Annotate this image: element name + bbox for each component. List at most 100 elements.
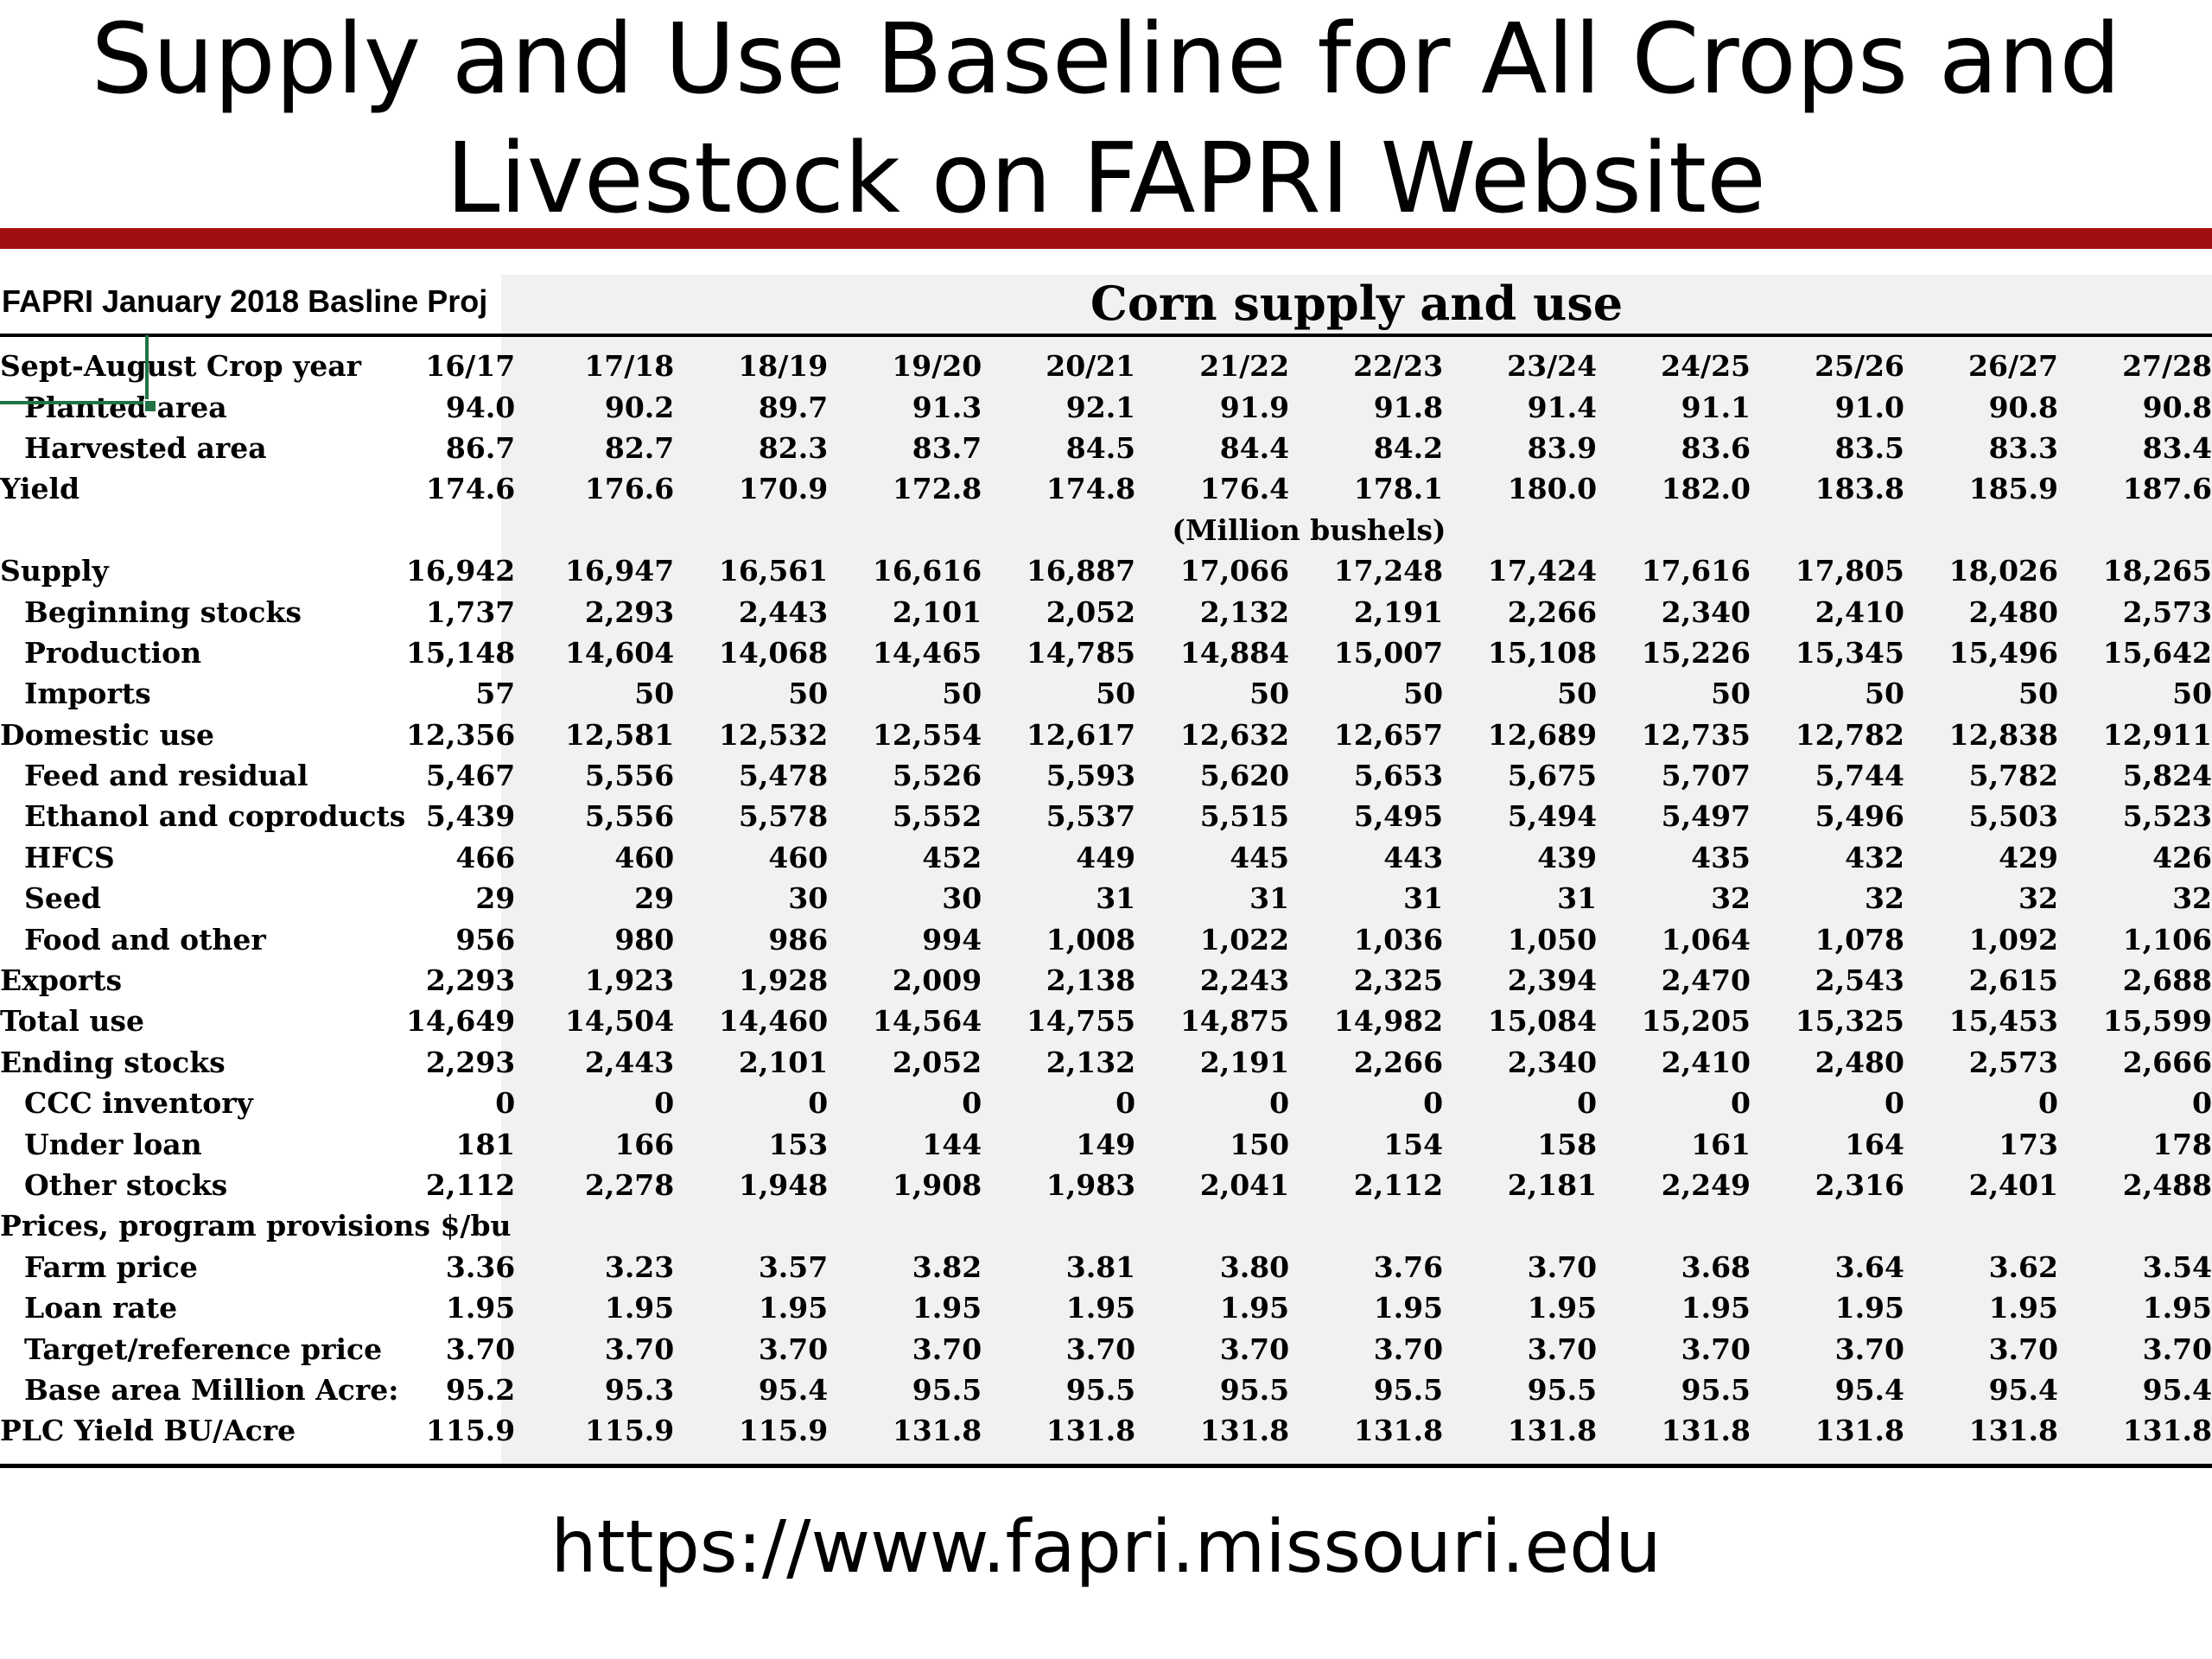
value-cell[interactable]: 15,453 xyxy=(1948,1004,2058,1039)
value-cell[interactable]: 1,078 xyxy=(1815,922,1904,957)
value-cell[interactable]: 32 xyxy=(2018,881,2058,916)
value-cell[interactable]: 3.70 xyxy=(1681,1332,1751,1366)
value-cell[interactable]: 2,410 xyxy=(1661,1045,1751,1079)
value-cell[interactable]: 2,132 xyxy=(1046,1045,1136,1079)
value-cell[interactable]: 0 xyxy=(2037,1086,2058,1121)
value-cell[interactable]: 131.8 xyxy=(1815,1414,1904,1448)
value-cell[interactable]: 16,616 xyxy=(872,554,982,588)
value-cell[interactable]: 2,191 xyxy=(1199,1045,1290,1079)
value-cell[interactable]: 95.2 xyxy=(445,1372,516,1407)
value-cell[interactable]: 3.70 xyxy=(1065,1332,1136,1366)
value-cell[interactable]: 0 xyxy=(1731,1086,1751,1121)
value-cell[interactable]: 32 xyxy=(1711,881,1751,916)
value-cell[interactable]: 158 xyxy=(1537,1127,1598,1161)
value-cell[interactable]: 182.0 xyxy=(1661,472,1751,506)
value-cell[interactable]: 2,138 xyxy=(1046,963,1136,998)
value-cell[interactable]: 2,573 xyxy=(1968,1045,2058,1079)
value-cell[interactable]: 3.68 xyxy=(1681,1249,1751,1284)
value-cell[interactable]: 5,515 xyxy=(1199,799,1290,834)
value-cell[interactable]: 1.95 xyxy=(1681,1291,1751,1325)
value-cell[interactable]: 84.4 xyxy=(1219,430,1290,465)
value-cell[interactable]: 2,340 xyxy=(1661,594,1751,629)
value-cell[interactable]: 115.9 xyxy=(584,1414,675,1448)
value-cell[interactable]: 3.70 xyxy=(1219,1332,1290,1366)
row-label[interactable]: Yield xyxy=(0,472,80,506)
value-cell[interactable]: 2,443 xyxy=(584,1045,675,1079)
value-cell[interactable]: 16,942 xyxy=(405,554,516,588)
value-cell[interactable]: 5,497 xyxy=(1661,799,1751,834)
value-cell[interactable]: 57 xyxy=(475,677,516,711)
value-cell[interactable]: 17,616 xyxy=(1641,554,1751,588)
value-cell[interactable]: 3.81 xyxy=(1065,1249,1136,1284)
value-cell[interactable]: 50 xyxy=(634,677,675,711)
value-cell[interactable]: 12,617 xyxy=(1026,717,1136,752)
value-cell[interactable]: 18,026 xyxy=(1948,554,2058,588)
value-cell[interactable]: 14,604 xyxy=(564,635,675,670)
value-cell[interactable]: 84.5 xyxy=(1065,430,1136,465)
value-cell[interactable]: 89.7 xyxy=(758,390,829,424)
value-cell[interactable]: 90.2 xyxy=(604,390,675,424)
value-cell[interactable]: 5,556 xyxy=(584,759,675,793)
value-cell[interactable]: 2,480 xyxy=(1815,1045,1904,1079)
value-cell[interactable]: 131.8 xyxy=(1661,1414,1751,1448)
value-cell[interactable]: 5,496 xyxy=(1815,799,1904,834)
crop-year-header[interactable]: Sept-August Crop year xyxy=(0,349,361,384)
value-cell[interactable]: 15,084 xyxy=(1487,1004,1598,1039)
value-cell[interactable]: 5,494 xyxy=(1507,799,1598,834)
value-cell[interactable]: 2,132 xyxy=(1199,594,1290,629)
value-cell[interactable]: 17,066 xyxy=(1179,554,1290,588)
value-cell[interactable]: 178 xyxy=(2152,1127,2212,1161)
value-cell[interactable]: 432 xyxy=(1845,840,1904,874)
value-cell[interactable]: 2,293 xyxy=(425,963,516,998)
value-cell[interactable]: 15,007 xyxy=(1333,635,1444,670)
value-cell[interactable]: 14,068 xyxy=(718,635,829,670)
row-label[interactable]: Domestic use xyxy=(0,717,215,752)
value-cell[interactable]: 2,191 xyxy=(1353,594,1444,629)
value-cell[interactable]: 980 xyxy=(614,922,675,957)
value-cell[interactable]: 1,092 xyxy=(1968,922,2058,957)
value-cell[interactable]: 83.4 xyxy=(2142,430,2212,465)
value-cell[interactable]: 5,495 xyxy=(1353,799,1444,834)
value-cell[interactable]: 1.95 xyxy=(2142,1291,2212,1325)
value-cell[interactable]: 460 xyxy=(768,840,829,874)
value-cell[interactable]: 50 xyxy=(942,677,982,711)
value-cell[interactable]: 2,052 xyxy=(1046,594,1136,629)
value-cell[interactable]: 50 xyxy=(1096,677,1136,711)
row-label[interactable]: Prices, program provisions $/bu xyxy=(0,1209,512,1243)
value-cell[interactable]: 82.7 xyxy=(604,430,675,465)
value-cell[interactable]: 2,278 xyxy=(584,1168,675,1202)
value-cell[interactable]: 83.6 xyxy=(1681,430,1751,465)
row-label[interactable]: Food and other xyxy=(24,922,266,957)
value-cell[interactable]: 460 xyxy=(614,840,675,874)
row-label[interactable]: PLC Yield BU/Acre xyxy=(0,1414,296,1448)
row-label[interactable]: Total use xyxy=(0,1004,144,1039)
value-cell[interactable]: 1.95 xyxy=(1373,1291,1444,1325)
value-cell[interactable]: 131.8 xyxy=(892,1414,982,1448)
value-cell[interactable]: 5,503 xyxy=(1968,799,2058,834)
value-cell[interactable]: 2,488 xyxy=(2122,1168,2212,1202)
value-cell[interactable]: 3.70 xyxy=(1527,1332,1598,1366)
value-cell[interactable]: 5,556 xyxy=(584,799,675,834)
value-cell[interactable]: 3.70 xyxy=(604,1332,675,1366)
value-cell[interactable]: 2,443 xyxy=(738,594,829,629)
value-cell[interactable]: 92.1 xyxy=(1065,390,1136,424)
value-cell[interactable]: 2,480 xyxy=(1968,594,2058,629)
value-cell[interactable]: 3.64 xyxy=(1834,1249,1904,1284)
value-cell[interactable]: 5,552 xyxy=(892,799,982,834)
row-label[interactable]: Ending stocks xyxy=(0,1045,226,1079)
value-cell[interactable]: 95.4 xyxy=(2142,1372,2212,1407)
value-cell[interactable]: 2,293 xyxy=(425,1045,516,1079)
value-cell[interactable]: 2,573 xyxy=(2122,594,2212,629)
value-cell[interactable]: 0 xyxy=(2192,1086,2212,1121)
value-cell[interactable]: 1,064 xyxy=(1661,922,1751,957)
value-cell[interactable]: 95.5 xyxy=(1373,1372,1444,1407)
value-cell[interactable]: 86.7 xyxy=(445,430,516,465)
value-cell[interactable]: 12,632 xyxy=(1179,717,1290,752)
row-label[interactable]: Supply xyxy=(0,554,109,588)
value-cell[interactable]: 12,356 xyxy=(405,717,516,752)
value-cell[interactable]: 2,181 xyxy=(1507,1168,1598,1202)
value-cell[interactable]: 1,983 xyxy=(1046,1168,1136,1202)
value-cell[interactable]: 2,666 xyxy=(2122,1045,2212,1079)
value-cell[interactable]: 17,424 xyxy=(1487,554,1598,588)
value-cell[interactable]: 166 xyxy=(614,1127,675,1161)
